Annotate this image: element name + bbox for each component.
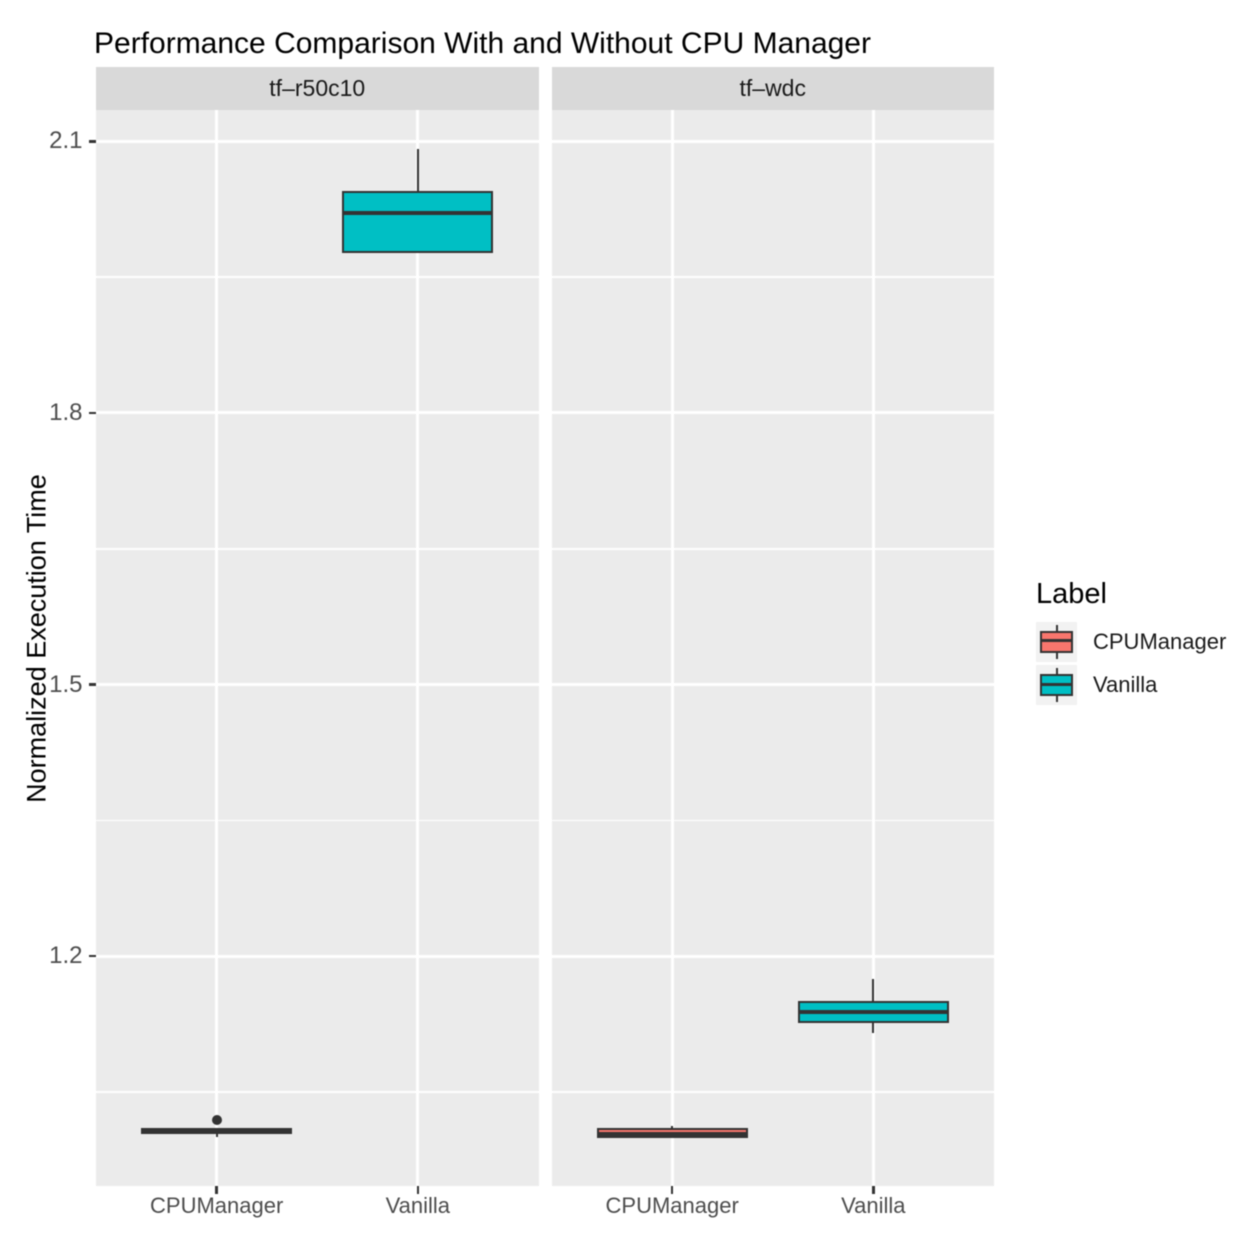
median-line <box>598 1132 746 1137</box>
y-tick-label: 1.2 <box>49 942 83 970</box>
y-axis-title: Normalized Execution Time <box>21 474 52 803</box>
gridline-major <box>551 411 994 415</box>
legend-item-label: CPUManager <box>1093 628 1227 654</box>
facet-strip-label: tf–wdc <box>739 75 806 101</box>
gridline-minor <box>96 276 539 278</box>
y-tick-mark <box>88 411 96 415</box>
legend-title: Label <box>1036 578 1107 610</box>
box <box>342 191 494 253</box>
outlier-point <box>211 1114 222 1125</box>
gridline-vertical <box>670 110 674 1186</box>
legend-key-median <box>1042 639 1071 643</box>
whisker-upper <box>872 978 875 1001</box>
gridline-minor <box>551 819 994 822</box>
gridline-vertical <box>215 110 219 1186</box>
x-tick-label: CPUManager <box>150 1193 284 1218</box>
median-line <box>344 211 492 216</box>
gridline-major <box>96 411 539 415</box>
box <box>596 1127 748 1139</box>
box <box>141 1127 293 1135</box>
gridline-major <box>551 954 994 958</box>
x-tick-label: CPUManager <box>605 1193 739 1218</box>
gridline-minor <box>551 1091 994 1093</box>
facet-strip: tf–r50c10 <box>96 67 539 110</box>
gridline-vertical <box>871 110 875 1186</box>
x-tick-label: Vanilla <box>385 1193 451 1218</box>
legend-item-label: Vanilla <box>1093 672 1158 697</box>
x-tick-label: Vanilla <box>841 1193 906 1218</box>
y-tick-mark <box>88 683 96 686</box>
whisker-upper <box>416 148 419 192</box>
median-line <box>143 1129 291 1134</box>
box <box>797 1000 949 1024</box>
gridline-vertical <box>416 110 420 1186</box>
whisker-lower <box>872 1023 875 1034</box>
gridline-minor <box>96 547 539 550</box>
x-tick-mark <box>215 1186 218 1194</box>
facet-strip: tf–wdc <box>551 67 994 110</box>
gridline-minor <box>551 547 994 550</box>
plot-title: Performance Comparison With and Without … <box>94 27 871 60</box>
legend-key <box>1036 621 1077 662</box>
gridline-major <box>551 683 994 687</box>
y-tick-label: 1.5 <box>49 670 83 698</box>
whisker-lower <box>215 1134 218 1138</box>
gridline-minor <box>551 276 994 278</box>
legend-key-median <box>1042 682 1071 686</box>
y-tick-mark <box>88 140 96 143</box>
gridline-major <box>96 139 539 143</box>
gridline-major <box>96 954 539 958</box>
whisker-upper <box>671 1126 674 1128</box>
legend-key <box>1036 665 1077 705</box>
y-tick-label: 2.1 <box>49 127 83 155</box>
gridline-minor <box>96 1091 539 1093</box>
median-line <box>799 1010 947 1015</box>
legend-key-box <box>1040 674 1073 696</box>
panel-background <box>551 110 994 1186</box>
x-tick-mark <box>416 1186 420 1194</box>
y-tick-mark <box>88 954 96 958</box>
x-tick-mark <box>872 1186 875 1194</box>
panel-background <box>96 110 539 1186</box>
legend-key-box <box>1040 630 1073 653</box>
x-tick-mark <box>670 1186 674 1194</box>
gridline-major <box>96 683 539 687</box>
gridline-major <box>551 139 994 143</box>
gridline-minor <box>96 819 539 822</box>
facet-strip-label: tf–r50c10 <box>269 75 366 101</box>
y-tick-label: 1.8 <box>49 398 83 426</box>
